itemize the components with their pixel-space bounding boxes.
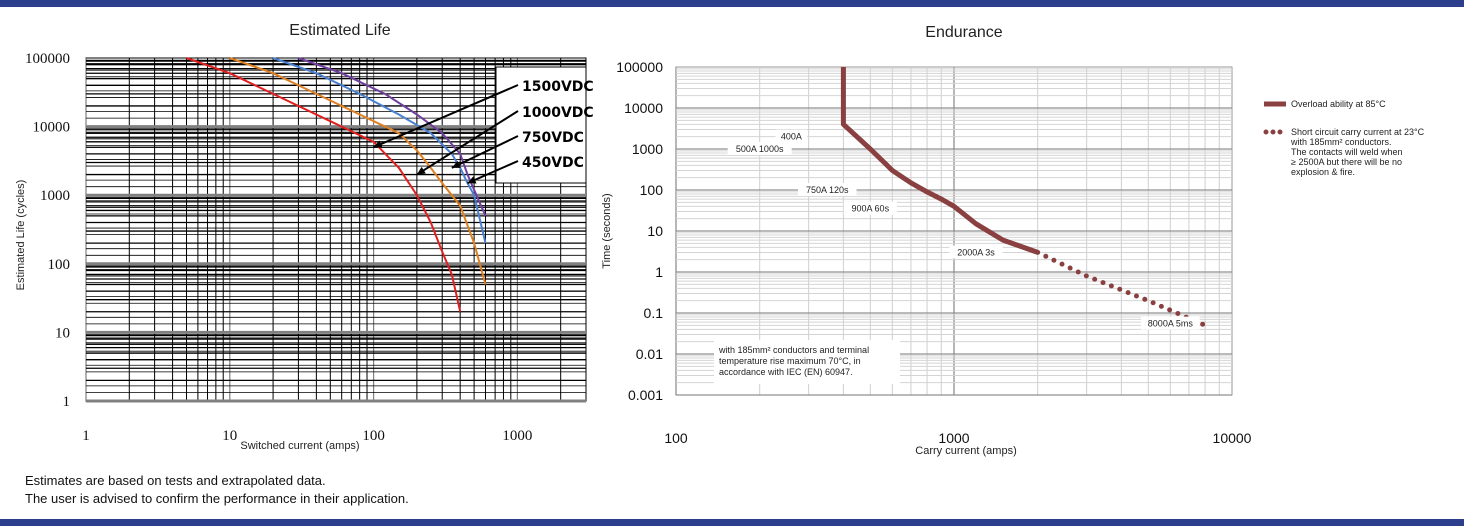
y-tick-label: 10000 xyxy=(33,120,71,136)
y-tick-label: 0.01 xyxy=(636,346,663,362)
series-line-450VDC xyxy=(298,57,487,217)
footnote-line: The user is advised to confirm the perfo… xyxy=(25,491,409,506)
series-line-750VDC xyxy=(272,57,487,244)
note-box: with 185mm² conductors and terminaltempe… xyxy=(714,340,900,384)
legend-label-line: explosion & fire. xyxy=(1291,167,1355,177)
y-tick-label: 10000 xyxy=(624,100,663,116)
y-tick-label: 100 xyxy=(640,182,664,198)
y-tick-label: 0.1 xyxy=(644,305,664,321)
data-label: 400A xyxy=(781,132,802,142)
data-label-bg xyxy=(949,245,1003,259)
x-tick-label: 100 xyxy=(664,430,688,446)
legend-label: Overload ability at 85°C xyxy=(1291,99,1386,109)
grid xyxy=(675,67,1232,396)
data-label: 500A 1000s xyxy=(736,144,784,154)
x-tick-label: 10000 xyxy=(1213,430,1252,446)
x-tick-label: 1000 xyxy=(502,428,532,444)
estimated-life-chart: Estimated Life 1 10 100 1000 1 10 100 1000 10000… xyxy=(15,22,594,452)
callout-arrow xyxy=(451,135,519,169)
legend-label: Short circuit carry current at 23°C with … xyxy=(1290,127,1425,177)
callout-arrow xyxy=(373,84,519,149)
data-label-bg xyxy=(843,201,897,215)
x-axis-label: Carry current (amps) xyxy=(915,445,1016,457)
note-line: with 185mm² conductors and terminal xyxy=(718,345,869,355)
overload-series-line xyxy=(840,67,1039,255)
legend: Overload ability at 85°C Short circuit ca… xyxy=(1263,99,1425,177)
x-tick-label: 10 xyxy=(222,428,237,444)
data-label-bg xyxy=(727,142,792,155)
x-axis-label: Switched current (amps) xyxy=(240,440,359,452)
series-line-1500VDC xyxy=(186,57,462,312)
endurance-chart: Endurance 100 1000 10000 0.001 0.01 0.1 1 10 100… xyxy=(601,24,1425,457)
chart-panel: Estimated Life 1 10 100 1000 1 10 100 1000 10000… xyxy=(0,7,1464,519)
x-tick-label: 1000 xyxy=(938,430,969,446)
series-line-1000VDC xyxy=(229,57,487,285)
callout-label: 1500VDC xyxy=(522,79,594,95)
footnote: Estimates are based on tests and extrapo… xyxy=(25,472,409,508)
callout-arrowhead xyxy=(467,176,477,184)
data-label-bg xyxy=(775,129,808,143)
y-tick-label: 1 xyxy=(655,264,663,280)
chart-title: Estimated Life xyxy=(289,22,390,39)
legend-label-line: ≥ 2500A but there will be no xyxy=(1291,157,1402,167)
data-label: 900A 60s xyxy=(852,204,890,214)
legend-label-line: with 185mm² conductors. xyxy=(1290,137,1392,147)
short-circuit-series-line xyxy=(1035,249,1208,328)
callout-arrowhead xyxy=(373,140,383,148)
callout-arrow xyxy=(416,110,519,176)
data-label: 8000A 5ms xyxy=(1148,319,1194,329)
y-tick-label: 100 xyxy=(48,257,71,273)
y-tick-label: 10 xyxy=(55,325,70,341)
chart-title: Endurance xyxy=(925,24,1002,41)
y-axis-label: Time (seconds) xyxy=(601,193,613,268)
data-label: 750A 120s xyxy=(806,185,849,195)
y-tick-label: 1 xyxy=(63,394,71,410)
legend-label-line: The contacts will weld when xyxy=(1291,147,1403,157)
callout-label: 450VDC xyxy=(522,155,584,171)
callout-arrow xyxy=(467,160,519,185)
x-tick-label: 1 xyxy=(82,428,90,444)
note-line: temperature rise maximum 70°C, in xyxy=(719,356,861,366)
callout-label: 750VDC xyxy=(522,130,584,146)
callout-label: 1000VDC xyxy=(522,105,594,121)
callout-arrowhead xyxy=(416,166,426,175)
data-label-bg xyxy=(797,183,857,196)
x-tick-label: 100 xyxy=(362,428,385,444)
y-tick-label: 100000 xyxy=(25,51,70,67)
data-label: 2000A 3s xyxy=(957,247,995,257)
note-line: accordance with IEC (EN) 60947. xyxy=(719,367,853,377)
y-axis-label: Estimated Life (cycles) xyxy=(15,180,27,291)
footnote-line: Estimates are based on tests and extrapo… xyxy=(25,473,326,488)
callout-arrowhead xyxy=(451,160,461,168)
y-tick-label: 1000 xyxy=(40,188,70,204)
legend-label-line: Short circuit carry current at 23°C xyxy=(1291,127,1425,137)
y-tick-label: 0.001 xyxy=(628,387,663,403)
data-label-bg xyxy=(1141,316,1200,330)
y-tick-label: 1000 xyxy=(632,141,663,157)
note-bg xyxy=(714,340,900,384)
y-tick-label: 10 xyxy=(647,223,663,239)
charts-svg: Estimated Life 1 10 100 1000110100100010000… xyxy=(15,22,1425,457)
y-tick-label: 100000 xyxy=(616,59,663,75)
